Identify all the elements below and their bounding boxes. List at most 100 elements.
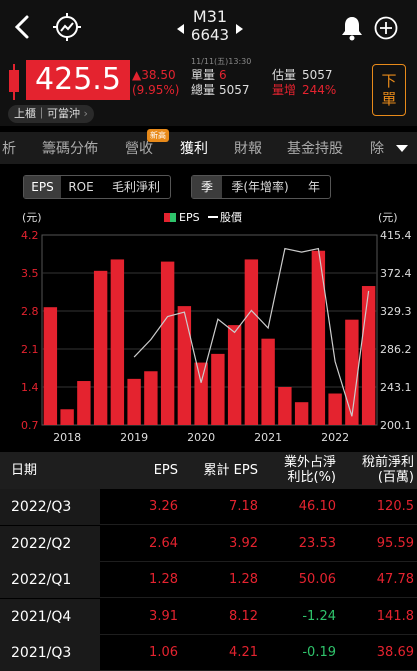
period-quarter[interactable]: 季 (192, 176, 222, 198)
order-button-label-2: 單 (381, 90, 397, 108)
period-year[interactable]: 年 (307, 180, 320, 194)
tabs-more-dropdown[interactable] (386, 132, 417, 164)
header-cum-eps[interactable]: 累計 EPS (203, 463, 258, 478)
plot-frame (41, 234, 378, 426)
legend-eps-swatch-red (164, 213, 170, 222)
period-selector: 季 季(年增率) 年 (191, 175, 331, 199)
eps-cell: 1.06 (149, 645, 178, 660)
table-row[interactable]: 2021/Q4 3.91 8.12 -1.24 141.8 (0, 598, 417, 635)
stock-symbol: M31 (192, 7, 228, 26)
eps-bar (244, 259, 259, 425)
eps-cell: 1.28 (149, 572, 178, 587)
price-line (133, 247, 370, 417)
next-stock-arrow[interactable] (236, 24, 243, 34)
table-row[interactable]: 2022/Q3 3.26 7.18 46.10 120.5 (0, 489, 417, 525)
x-tick-label: 2019 (120, 431, 148, 444)
metric-margin[interactable]: 毛利淨利 (111, 180, 160, 194)
market-tag-label: 上櫃｜可當沖 (14, 107, 80, 120)
cum-eps-cell: 8.12 (229, 608, 258, 624)
volume-increase-label: 量增 (272, 83, 297, 97)
quote-panel: 425.5 ▲38.50 (9.95%) 11/11(五)13:30 單量 6 … (0, 57, 417, 126)
crosshair-trend-icon[interactable] (52, 12, 82, 42)
right-tick-label: 329.3 (380, 305, 412, 318)
price-change-value: ▲38.50 (132, 68, 176, 82)
price-change-percent: (9.95%) (132, 83, 180, 97)
date-cell: 2022/Q3 (0, 489, 100, 525)
table-row[interactable]: 2022/Q1 1.28 1.28 50.06 47.78 (0, 562, 417, 598)
metric-roe[interactable]: ROE (68, 180, 94, 194)
left-tick-label: 2.1 (21, 343, 39, 356)
tab-profit[interactable]: 獲利 (180, 141, 208, 157)
left-tick-label: 0.7 (21, 419, 39, 432)
tab-chip-distribution[interactable]: 籌碼分佈 (42, 141, 98, 157)
date-cell: 2021/Q4 (0, 598, 100, 635)
right-tick-label: 415.4 (380, 229, 412, 242)
header-date[interactable]: 日期 (11, 463, 38, 478)
header-eps[interactable]: EPS (153, 463, 178, 478)
header-non-op-line2: 利比(%) (287, 470, 337, 485)
x-tick-label: 2020 (187, 431, 215, 444)
eps-chart[interactable]: (元) (元) EPS 股價 4.2 3.5 2.8 2.1 1.4 0.7 415.4 37… (0, 205, 417, 445)
order-button-label-1: 下 (381, 72, 397, 90)
legend-price-label: 股價 (220, 210, 242, 224)
tab-dividend[interactable]: 除 (370, 141, 384, 157)
cum-eps-cell: 4.21 (229, 645, 258, 660)
pretax-cell: 141.8 (376, 608, 414, 624)
total-volume-value: 5057 (219, 83, 250, 97)
header-non-op-line1: 業外占淨 (283, 455, 336, 470)
date-cell: 2022/Q1 (0, 562, 100, 598)
single-volume-value: 6 (219, 68, 227, 82)
tab-financials[interactable]: 財報 (234, 141, 262, 157)
total-volume-label: 總量 (191, 83, 216, 97)
right-axis-unit: (元) (378, 211, 398, 224)
quote-time: 11/11(五)13:30 (191, 57, 252, 66)
eps-bar (361, 286, 376, 425)
legend-eps-swatch-green (170, 213, 176, 222)
period-quarter-yoy[interactable]: 季(年增率) (231, 180, 289, 194)
date-cell: 2022/Q2 (0, 525, 100, 562)
tab-analysis[interactable]: 析 (2, 141, 16, 157)
tab-fund-holdings[interactable]: 基金持股 (287, 141, 343, 157)
eps-bar (144, 371, 158, 425)
eps-bar (177, 306, 192, 425)
last-price: 425.5 (26, 60, 130, 100)
market-tag[interactable]: 上櫃｜可當沖 › (8, 105, 94, 123)
non-op-cell: 46.10 (298, 499, 336, 514)
metric-eps[interactable]: EPS (24, 176, 61, 198)
eps-bar (278, 387, 292, 425)
chevron-left-icon[interactable] (10, 12, 36, 42)
cum-eps-cell: 7.18 (229, 499, 258, 514)
section-tabs: 析 籌碼分佈 營收 新高 獲利 財報 基金持股 除 (0, 129, 417, 164)
stock-title: M31 6643 (170, 7, 250, 45)
chart-plot-area: 4.2 3.5 2.8 2.1 1.4 0.7 415.4 372.4 329.3 286.2 24… (21, 229, 412, 444)
eps-bar (77, 381, 91, 425)
eps-bar (345, 319, 359, 425)
cum-eps-cell: 1.28 (229, 572, 258, 587)
right-tick-label: 286.2 (380, 343, 412, 356)
profit-table: 日期 EPS 累計 EPS 業外占淨 利比(%) 稅前淨利 (百萬) 2022/… (0, 452, 417, 671)
bell-icon[interactable] (340, 14, 364, 42)
header-non-op[interactable]: 業外占淨 利比(%) (262, 455, 336, 485)
plus-circle-icon[interactable] (374, 16, 398, 40)
pretax-cell: 95.59 (376, 535, 414, 551)
non-op-cell: -1.24 (302, 608, 336, 624)
estimated-volume-value: 5057 (302, 68, 333, 82)
eps-bar (127, 378, 141, 425)
eps-bar (311, 250, 326, 425)
right-tick-label: 372.4 (380, 267, 412, 280)
eps-bar (60, 409, 74, 425)
eps-bar (211, 353, 225, 425)
table-row[interactable]: 2022/Q2 2.64 3.92 23.53 95.59 (0, 525, 417, 562)
tab-revenue[interactable]: 營收 (125, 141, 153, 157)
header-pretax[interactable]: 稅前淨利 (百萬) (340, 455, 414, 485)
left-tick-label: 1.4 (21, 381, 39, 394)
table-row[interactable]: 2021/Q3 1.06 4.21 -0.19 38.69 (0, 635, 417, 671)
order-button[interactable]: 下 單 (372, 64, 406, 116)
stock-code: 6643 (190, 26, 230, 44)
eps-bar (43, 307, 58, 425)
non-op-cell: 23.53 (298, 535, 336, 551)
prev-stock-arrow[interactable] (177, 24, 184, 34)
right-tick-label: 243.1 (380, 381, 412, 394)
x-tick-label: 2018 (53, 431, 81, 444)
non-op-cell: 50.06 (298, 572, 336, 587)
